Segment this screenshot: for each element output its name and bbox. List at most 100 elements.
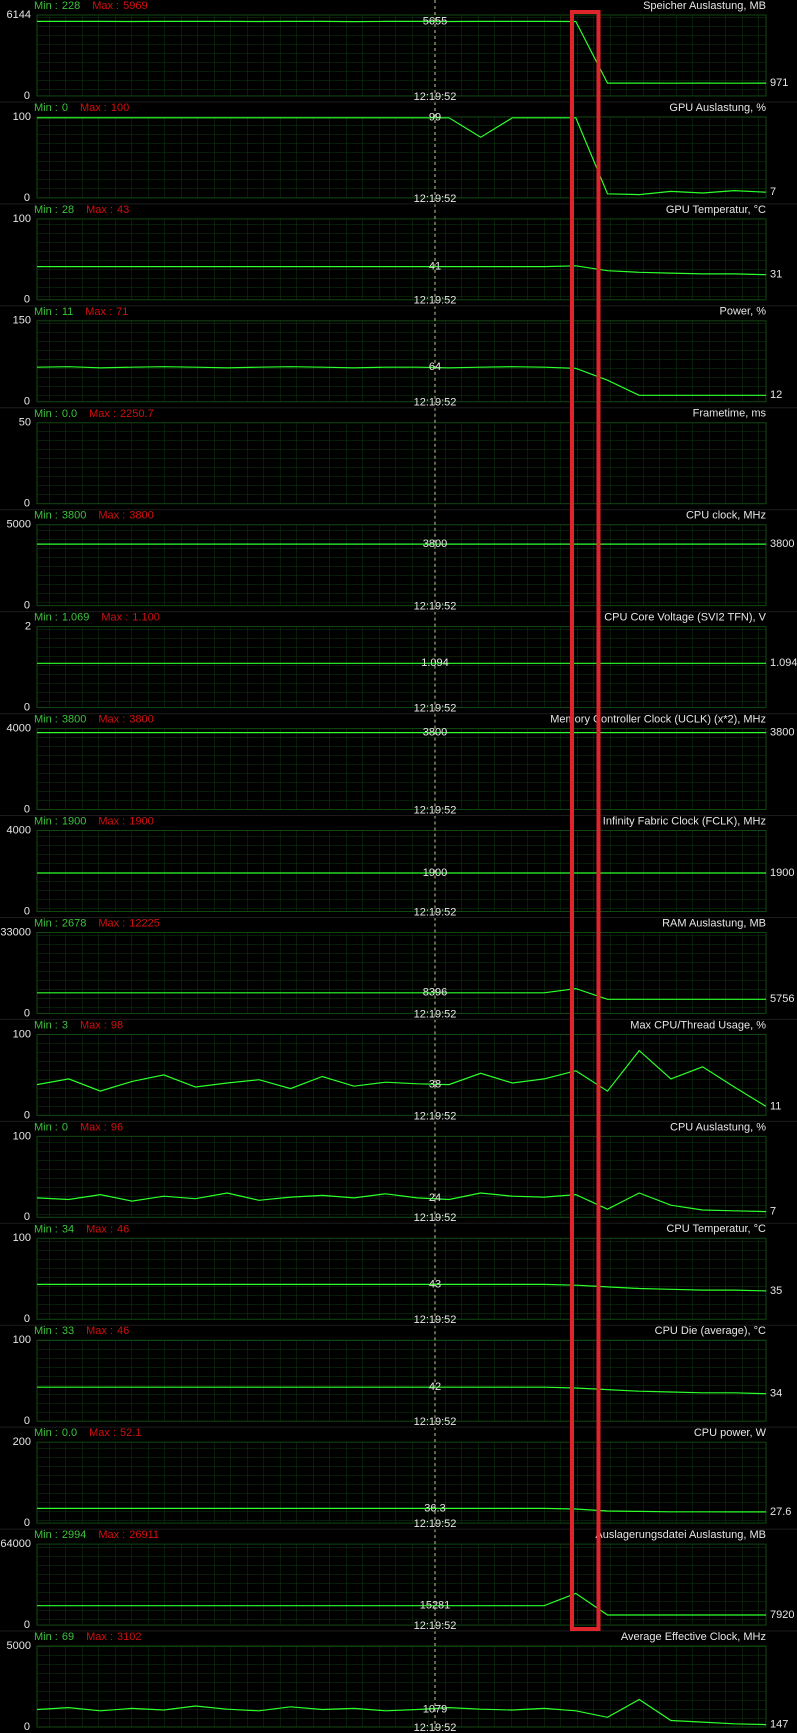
cursor-value: 1900 <box>423 867 447 879</box>
max-value: 3102 <box>117 1631 141 1643</box>
max-value: 3800 <box>129 713 153 725</box>
graph-grid <box>36 1543 767 1626</box>
graph-panel: Min : 0.0 Max : 2250.7 Frametime, ms 50 0 <box>0 407 797 510</box>
graph-title: Frametime, ms <box>693 408 767 420</box>
max-label: Max : <box>86 1325 113 1337</box>
max-value: 52.1 <box>120 1427 141 1439</box>
max-label: Max : <box>98 917 125 929</box>
y-max-label: 2 <box>25 621 31 633</box>
y-min-label: 0 <box>24 701 30 713</box>
y-max-label: 100 <box>13 111 31 123</box>
graph-grid <box>36 1645 767 1728</box>
current-value: 27.6 <box>770 1506 791 1518</box>
y-min-label: 0 <box>24 1007 30 1019</box>
graph-panel: Min : 0.0 Max : 52.1 CPU power, W 200 0 12:19:5… <box>0 1426 797 1530</box>
cursor-value: 8396 <box>423 987 447 999</box>
cursor-value: 24 <box>429 1192 441 1204</box>
cursor-value: 38 <box>429 1079 441 1091</box>
graph-title: CPU Die (average), °C <box>655 1325 766 1337</box>
y-max-label: 5000 <box>7 519 31 531</box>
min-max: Min : 34 Max : 46 <box>34 1223 129 1235</box>
graph-title: GPU Temperatur, °C <box>666 204 766 216</box>
graph-title: CPU Auslastung, % <box>670 1121 766 1133</box>
max-value: 100 <box>111 102 129 114</box>
trace-line <box>37 987 766 1000</box>
y-min-label: 0 <box>24 803 30 815</box>
min-value: 3800 <box>62 713 86 725</box>
max-value: 26911 <box>129 1529 159 1541</box>
current-value: 3800 <box>770 538 794 550</box>
cursor-value: 99 <box>429 112 441 124</box>
graph-panel: Min : 1.069 Max : 1.100 CPU Core Voltage (SV… <box>0 611 797 714</box>
max-label: Max : <box>101 612 128 624</box>
min-value: 3800 <box>62 510 86 522</box>
graph-title: CPU power, W <box>694 1427 767 1439</box>
min-label: Min : <box>34 306 58 318</box>
y-min-label: 0 <box>24 600 30 612</box>
current-value: 3800 <box>770 727 794 739</box>
min-max: Min : 0 Max : 96 <box>34 1121 123 1133</box>
min-value: 0 <box>62 1121 68 1133</box>
graph-grid <box>36 1237 767 1320</box>
min-max: Min : 28 Max : 43 <box>34 204 129 216</box>
cursor-time: 12:19:52 <box>414 1518 457 1530</box>
graph-title: Speicher Auslastung, MB <box>643 0 766 12</box>
min-label: Min : <box>34 1019 58 1031</box>
current-value: 11 <box>770 1100 781 1112</box>
graph-panel: Min : 11 Max : 71 Power, % 150 0 12:19:52 64 12 <box>0 305 797 409</box>
cursor-time: 12:19:52 <box>414 1620 457 1632</box>
min-value: 28 <box>62 204 74 216</box>
min-max: Min : 0.0 Max : 52.1 <box>34 1427 141 1439</box>
cursor-time: 12:19:52 <box>414 702 457 714</box>
cursor-time: 12:19:52 <box>414 91 457 103</box>
min-value: 33 <box>62 1325 74 1337</box>
max-value: 98 <box>111 1019 123 1031</box>
max-label: Max : <box>92 0 119 12</box>
current-value: 5756 <box>770 993 794 1005</box>
min-label: Min : <box>34 917 58 929</box>
max-label: Max : <box>86 1223 113 1235</box>
y-max-label: 4000 <box>7 722 31 734</box>
min-value: 1900 <box>62 815 86 827</box>
graph-panel: Min : 1900 Max : 1900 Infinity Fabric Clock … <box>0 815 797 918</box>
y-max-label: 100 <box>13 1334 31 1346</box>
cursor-value: 41 <box>429 261 441 273</box>
y-max-label: 100 <box>13 1028 31 1040</box>
graph-grid <box>36 1339 767 1422</box>
graph-grid <box>36 524 767 607</box>
cursor-value: 5655 <box>423 15 447 27</box>
trace-line <box>36 1049 767 1107</box>
min-label: Min : <box>34 1223 58 1235</box>
graph-panel: Min : 0 Max : 100 GPU Auslastung, % 100 0 12:19… <box>0 101 797 205</box>
cursor-value: 3800 <box>423 538 447 550</box>
graph-title: Memory Controller Clock (UCLK) (x*2), MH… <box>550 713 766 725</box>
graph-title: Max CPU/Thread Usage, % <box>630 1019 766 1031</box>
y-max-label: 5000 <box>7 1640 31 1652</box>
current-value: 12 <box>770 389 782 401</box>
max-value: 46 <box>117 1223 129 1235</box>
min-label: Min : <box>34 1631 58 1643</box>
min-label: Min : <box>34 408 58 420</box>
cursor-value: 43 <box>429 1278 441 1290</box>
graph-grid <box>36 1135 767 1218</box>
cursor-time: 12:19:52 <box>414 295 457 307</box>
current-value: 7 <box>770 186 776 198</box>
min-label: Min : <box>34 815 58 827</box>
graph-title: Infinity Fabric Clock (FCLK), MHz <box>603 815 766 827</box>
max-label: Max : <box>98 815 125 827</box>
min-value: 34 <box>62 1223 74 1235</box>
min-label: Min : <box>34 713 58 725</box>
cursor-time: 12:19:52 <box>414 1314 457 1326</box>
cursor-time: 12:19:52 <box>414 397 457 409</box>
min-max: Min : 69 Max : 3102 <box>34 1631 141 1643</box>
max-label: Max : <box>80 1019 107 1031</box>
y-max-label: 50 <box>19 417 31 429</box>
max-value: 96 <box>111 1121 123 1133</box>
trace-line <box>37 1386 767 1395</box>
max-label: Max : <box>89 408 116 420</box>
min-value: 0 <box>62 102 68 114</box>
min-value: 1.069 <box>62 612 90 624</box>
graph-grid <box>36 1033 767 1116</box>
cursor-value: 3800 <box>423 727 447 739</box>
